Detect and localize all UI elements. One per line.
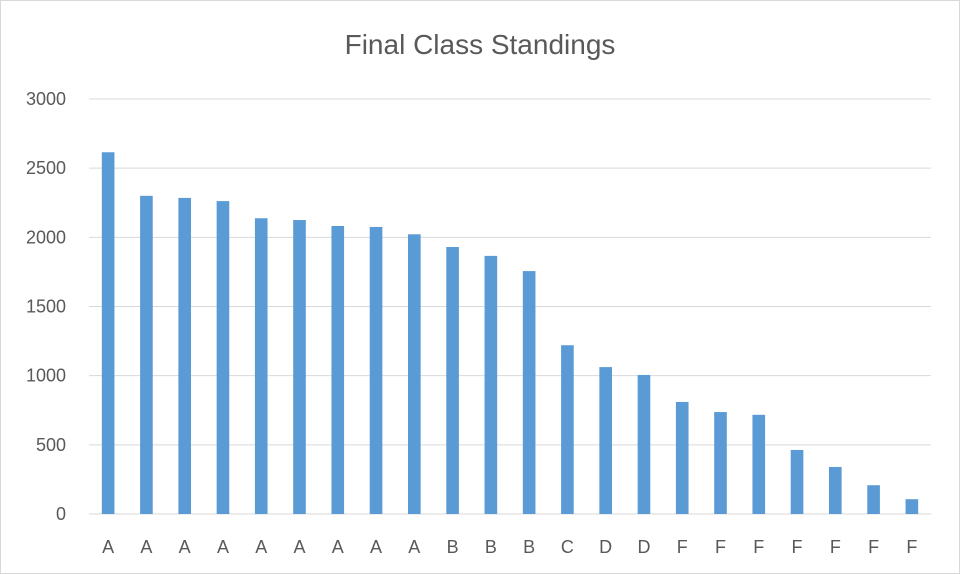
x-tick-label: C	[561, 537, 574, 557]
bar	[905, 499, 919, 514]
x-tick-label: A	[217, 537, 229, 557]
x-tick-label: D	[599, 537, 612, 557]
bar	[599, 367, 612, 514]
y-tick-label: 2500	[26, 158, 66, 178]
y-axis-ticks: 0 500 1000 1500 2000 2500 3000	[26, 89, 66, 524]
y-tick-label: 0	[56, 504, 66, 524]
x-tick-label: A	[370, 537, 382, 557]
y-tick-label: 1500	[26, 297, 66, 317]
x-tick-label: A	[408, 537, 420, 557]
bar	[867, 485, 880, 514]
gridlines	[89, 98, 931, 515]
bar	[254, 218, 268, 514]
x-tick-label: B	[485, 537, 497, 557]
x-tick-label: B	[447, 537, 459, 557]
bar	[216, 201, 230, 514]
x-tick-label: A	[332, 537, 344, 557]
x-tick-label: F	[830, 537, 841, 557]
x-tick-label: D	[637, 537, 650, 557]
bar	[369, 226, 383, 515]
bar	[522, 271, 536, 514]
x-tick-label: A	[140, 537, 152, 557]
x-tick-label: A	[102, 537, 114, 557]
x-tick-label: F	[868, 537, 879, 557]
y-tick-label: 1000	[26, 366, 66, 386]
bar	[331, 225, 345, 515]
bar	[140, 195, 153, 515]
bar	[714, 412, 727, 514]
bar	[675, 401, 689, 514]
x-tick-label: B	[523, 537, 535, 557]
y-tick-label: 3000	[26, 89, 66, 109]
bar	[101, 152, 115, 514]
bar	[829, 466, 842, 514]
bar	[178, 197, 191, 515]
x-tick-label: A	[179, 537, 191, 557]
bar	[752, 414, 766, 514]
y-tick-label: 2000	[26, 227, 66, 247]
chart-title: Final Class Standings	[344, 29, 616, 60]
x-tick-label: A	[293, 537, 305, 557]
x-tick-label: F	[906, 537, 917, 557]
bar	[408, 234, 421, 515]
bar	[446, 247, 459, 514]
x-tick-label: F	[753, 537, 764, 557]
bar	[293, 220, 306, 514]
bar	[561, 345, 574, 514]
bar	[637, 374, 651, 514]
y-tick-label: 500	[36, 435, 66, 455]
bars	[101, 152, 919, 515]
x-tick-label: F	[677, 537, 688, 557]
x-tick-label: F	[792, 537, 803, 557]
x-tick-label: F	[715, 537, 726, 557]
x-tick-label: A	[255, 537, 267, 557]
bar	[484, 255, 498, 514]
bar	[790, 449, 804, 514]
